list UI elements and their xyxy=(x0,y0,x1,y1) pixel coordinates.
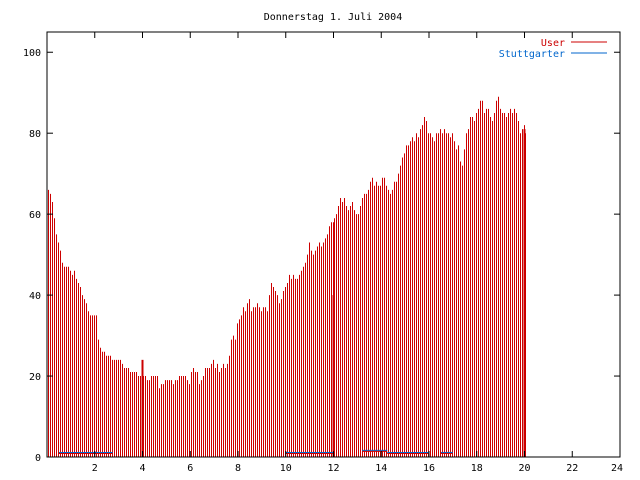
y-tick-label: 80 xyxy=(29,129,41,140)
x-tick-label: 8 xyxy=(235,463,241,474)
x-tick-label: 18 xyxy=(471,463,483,474)
x-tick-label: 20 xyxy=(518,463,530,474)
x-axis: 2 4 6 8 10 12 14 16 18 20 22 24 xyxy=(92,32,623,474)
x-tick-label: 14 xyxy=(375,463,387,474)
y-tick-label: 60 xyxy=(29,210,41,221)
x-tick-label: 22 xyxy=(566,463,578,474)
y-tick-label: 100 xyxy=(23,48,41,59)
highlight-bars xyxy=(141,129,526,457)
user-bars xyxy=(48,96,526,457)
y-tick-label: 0 xyxy=(35,453,41,464)
x-tick-label: 12 xyxy=(327,463,339,474)
y-tick-label: 40 xyxy=(29,291,41,302)
x-tick-label: 10 xyxy=(280,463,292,474)
y-tick-label: 20 xyxy=(29,372,41,383)
x-tick-label: 4 xyxy=(139,463,145,474)
x-tick-label: 2 xyxy=(92,463,98,474)
highlight-bar xyxy=(523,129,526,457)
x-tick-label: 6 xyxy=(187,463,193,474)
chart-title: Donnerstag 1. Juli 2004 xyxy=(264,12,402,23)
legend: User Stuttgarter xyxy=(499,38,607,60)
x-tick-label: 16 xyxy=(423,463,435,474)
reference-segments xyxy=(58,449,453,454)
x-tick-label: 24 xyxy=(611,463,623,474)
y-axis: 0 20 40 60 80 100 xyxy=(23,48,620,464)
highlight-bar xyxy=(332,295,335,457)
legend-label-stuttgarter: Stuttgarter xyxy=(499,49,565,60)
highlight-bar xyxy=(141,359,144,457)
legend-label-user: User xyxy=(541,38,565,49)
